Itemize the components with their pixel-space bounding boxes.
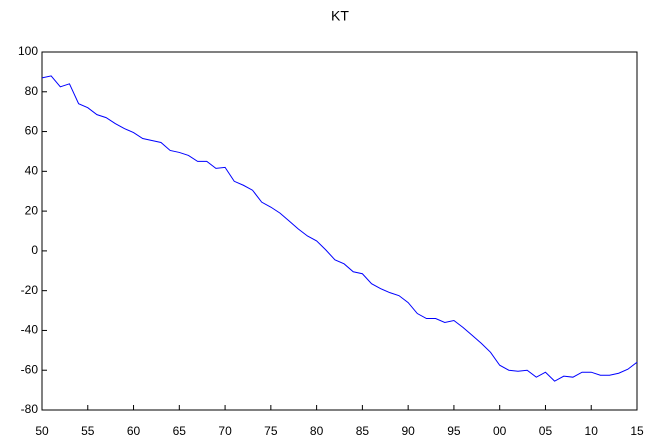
x-tick-label: 75 (264, 424, 278, 438)
x-tick-label: 10 (585, 424, 599, 438)
x-tick-label: 90 (401, 424, 415, 438)
x-tick-label: 55 (81, 424, 95, 438)
y-tick-label: 100 (18, 44, 38, 58)
y-tick-label: 60 (25, 124, 39, 138)
x-tick-label: 50 (35, 424, 49, 438)
y-tick-label: 40 (25, 164, 39, 178)
y-tick-label: 0 (31, 243, 38, 257)
y-tick-label: 20 (25, 203, 39, 217)
y-tick-label: -80 (21, 402, 39, 416)
data-line (41, 75, 638, 382)
y-tick-label: -60 (21, 362, 39, 376)
x-tick-label: 05 (539, 424, 553, 438)
x-tick-label: 85 (356, 424, 370, 438)
x-tick-label: 60 (127, 424, 141, 438)
x-tick-label: 65 (173, 424, 187, 438)
plot-frame (41, 51, 638, 411)
x-tick-label: 80 (310, 424, 324, 438)
chart-title: KT (331, 8, 349, 24)
x-tick-label: 95 (447, 424, 461, 438)
x-tick-label: 00 (493, 424, 507, 438)
y-tick-label: -40 (21, 323, 39, 337)
y-tick-label: -20 (21, 283, 39, 297)
x-tick-label: 15 (630, 424, 644, 438)
y-tick-label: 80 (25, 84, 39, 98)
x-tick-label: 70 (218, 424, 232, 438)
